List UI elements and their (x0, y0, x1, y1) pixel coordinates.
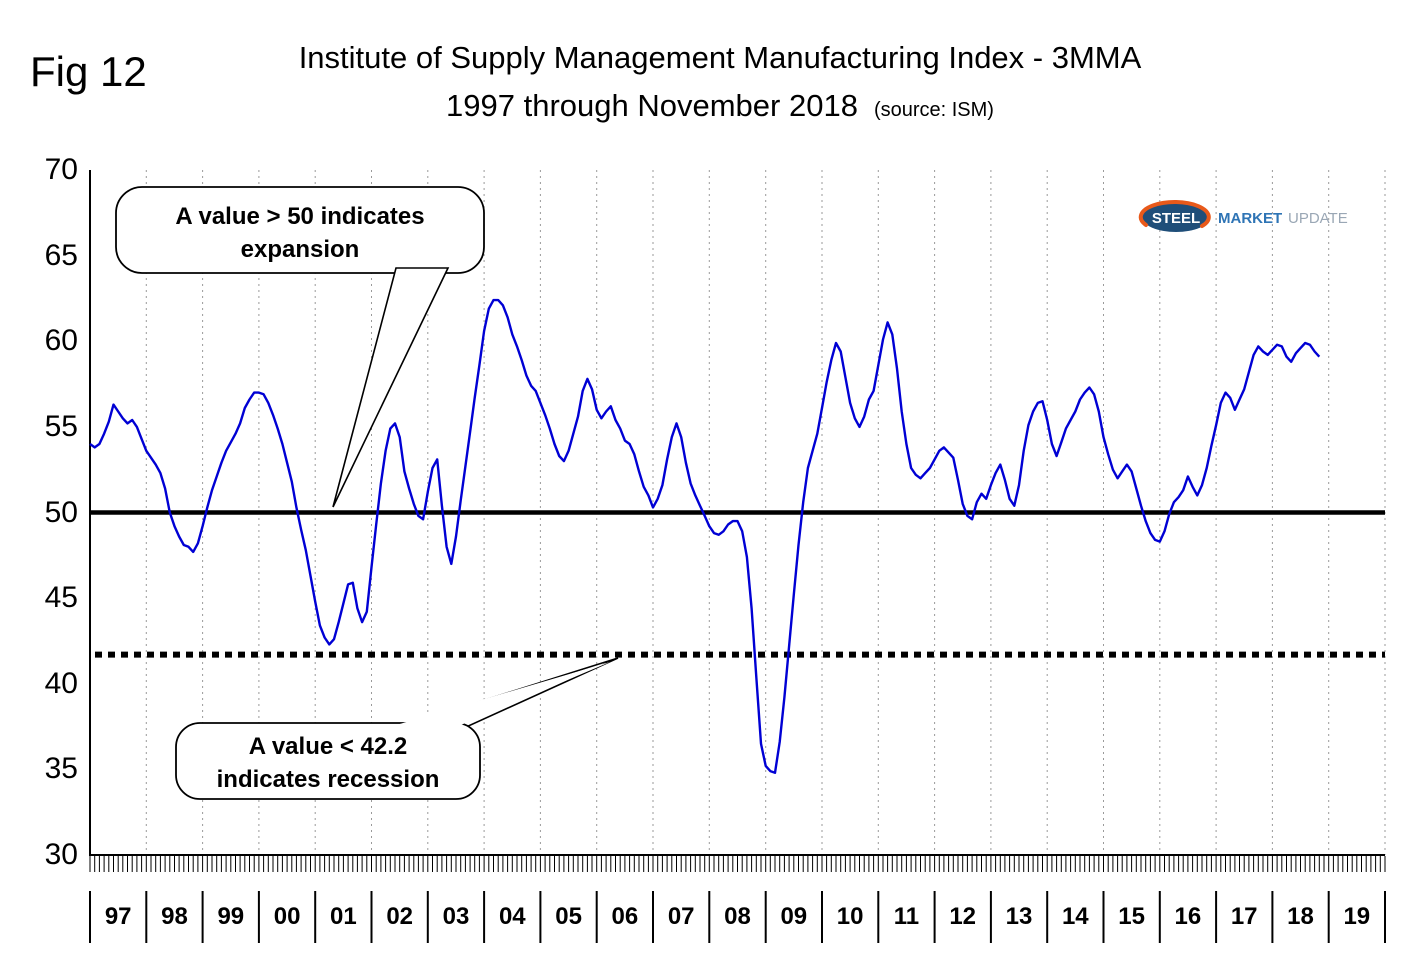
recession-callout-line1: A value < 42.2 (248, 733, 408, 760)
y-tick-label-50: 50 (44, 495, 78, 529)
recession-callout: A value < 42.2 indicates recession (176, 730, 480, 796)
expansion-callout-line1: A value > 50 indicates (175, 203, 425, 230)
x-tick-label-03: 03 (442, 903, 470, 930)
chart-title: Institute of Supply Management Manufactu… (150, 34, 1290, 134)
x-tick-label-12: 12 (949, 903, 977, 930)
x-tick-label-18: 18 (1287, 903, 1314, 930)
x-tick-label-14: 14 (1061, 903, 1089, 930)
smu-logo: STEEL MARKET UPDATE (1138, 194, 1350, 240)
x-tick-label-99: 99 (217, 903, 245, 930)
smu-logo-steel: STEEL (1152, 210, 1200, 227)
expansion-callout: A value > 50 indicates expansion (116, 200, 484, 266)
expansion-callout-line2: expansion (240, 236, 360, 263)
x-tick-label-98: 98 (161, 903, 188, 930)
y-tick-label-45: 45 (44, 581, 78, 615)
figure-label: Fig 12 (30, 48, 147, 95)
chart-source: (source: ISM) (873, 99, 994, 121)
year-label-separators (89, 891, 1386, 943)
y-tick-label-40: 40 (44, 666, 78, 700)
chart-title-line2: 1997 through November 2018 (source: ISM) (150, 82, 1290, 134)
x-tick-label-11: 11 (893, 903, 920, 930)
y-tick-label-30: 30 (44, 838, 78, 871)
x-tick-label-04: 04 (498, 903, 526, 930)
x-tick-label-19: 19 (1343, 903, 1371, 930)
smu-logo-swoosh (1138, 200, 1211, 228)
x-tick-label-06: 06 (611, 903, 639, 930)
expansion-callout-bubble (115, 186, 485, 508)
x-tick-label-15: 15 (1118, 903, 1145, 930)
x-tick-label-05: 05 (555, 903, 582, 930)
y-tick-label-60: 60 (44, 324, 78, 358)
x-tick-label-13: 13 (1005, 903, 1033, 930)
chart-title-line1: Institute of Supply Management Manufactu… (298, 40, 1142, 75)
y-tick-label-35: 35 (44, 752, 78, 786)
smu-logo-update: UPDATE (1288, 210, 1348, 227)
chart-title-range: 1997 through November 2018 (446, 88, 858, 123)
x-tick-label-00: 00 (273, 903, 301, 930)
smu-logo-oval (1142, 202, 1210, 232)
y-tick-label-65: 65 (44, 238, 78, 272)
x-tick-label-16: 16 (1174, 903, 1202, 930)
x-tick-label-08: 08 (724, 903, 751, 930)
y-tick-label-70: 70 (44, 153, 78, 186)
y-tick-label-55: 55 (44, 409, 78, 443)
x-tick-label-10: 10 (836, 903, 864, 930)
x-tick-label-97: 97 (104, 903, 132, 930)
recession-callout-line2: indicates recession (216, 766, 440, 793)
recession-callout-bubble (175, 657, 619, 800)
x-tick-label-01: 01 (330, 903, 357, 930)
smu-logo-graphic: STEEL MARKET UPDATE (1138, 200, 1348, 232)
month-ticks (89, 856, 1386, 872)
x-tick-label-09: 09 (780, 903, 808, 930)
x-tick-label-17: 17 (1230, 903, 1258, 930)
smu-logo-market: MARKET (1218, 210, 1282, 227)
ism-series-line (89, 298, 1321, 774)
x-tick-label-02: 02 (386, 903, 414, 930)
x-tick-label-07: 07 (667, 903, 695, 930)
